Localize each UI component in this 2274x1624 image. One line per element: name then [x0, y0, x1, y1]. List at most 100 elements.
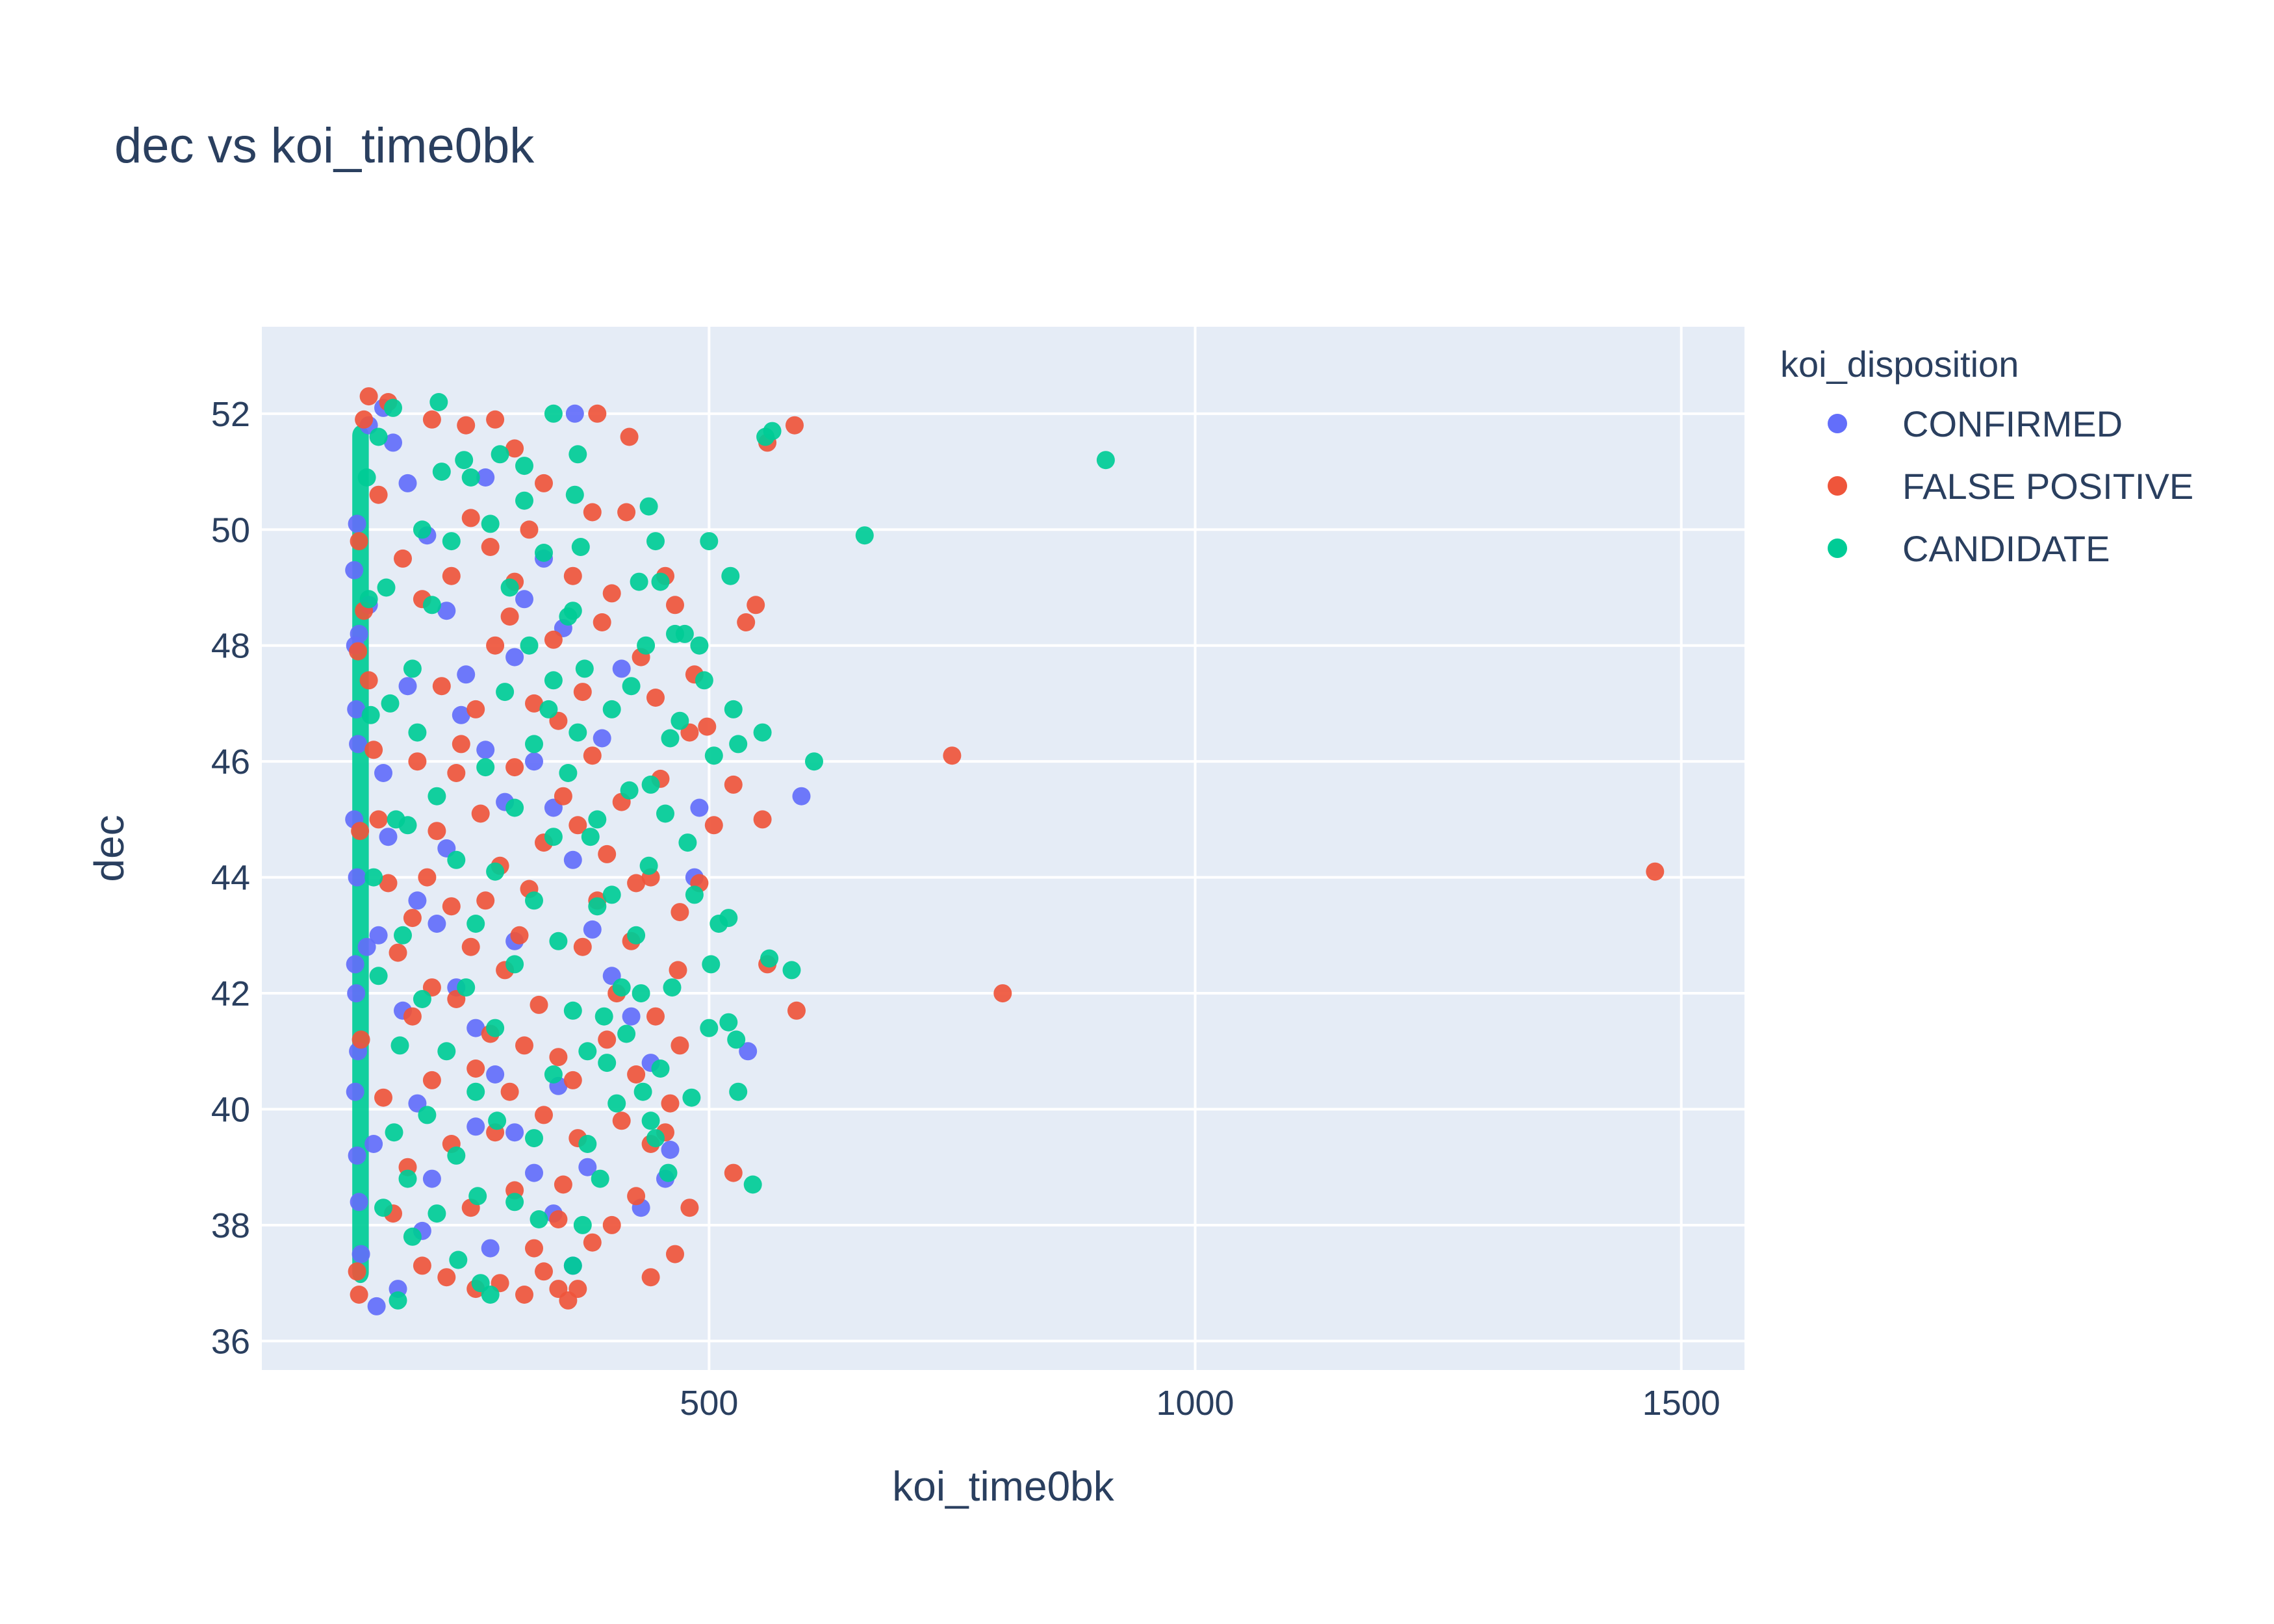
point-candidate	[530, 1210, 548, 1228]
point-confirmed	[505, 648, 524, 666]
point-candidate	[719, 1013, 738, 1032]
point-candidate	[627, 926, 646, 945]
point-candidate	[525, 735, 543, 754]
point-false-positive	[724, 1163, 743, 1182]
point-candidate	[568, 723, 587, 742]
point-confirmed	[357, 937, 376, 956]
y-tick-label: 42	[211, 974, 250, 1013]
point-candidate	[637, 636, 656, 655]
point-false-positive	[787, 1001, 806, 1020]
point-confirmed	[428, 915, 446, 933]
point-confirmed	[466, 1117, 485, 1136]
point-false-positive	[568, 816, 587, 835]
point-candidate	[709, 915, 728, 933]
legend-item-candidate[interactable]: CANDIDATE	[1828, 528, 2110, 569]
point-false-positive	[573, 683, 592, 702]
point-false-positive	[350, 532, 368, 551]
point-candidate	[575, 659, 594, 678]
point-candidate	[646, 532, 665, 551]
point-false-positive	[698, 717, 717, 736]
point-confirmed	[481, 1239, 500, 1258]
point-false-positive	[646, 689, 665, 707]
point-candidate	[413, 520, 431, 539]
point-confirmed	[348, 1146, 366, 1165]
point-confirmed	[408, 891, 427, 910]
point-false-positive	[369, 485, 388, 504]
legend-item-false-positive[interactable]: FALSE POSITIVE	[1828, 466, 2193, 507]
point-false-positive	[1646, 862, 1665, 881]
point-confirmed	[374, 764, 392, 782]
point-false-positive	[554, 787, 572, 806]
point-false-positive	[500, 607, 519, 626]
y-tick-label: 48	[211, 627, 250, 666]
point-candidate	[571, 538, 590, 556]
point-false-positive	[525, 694, 543, 713]
y-axis-ticks: 36 38 40 42 44 46 48 50 52	[211, 395, 250, 1362]
point-candidate	[364, 868, 383, 887]
y-tick-label: 44	[211, 859, 250, 898]
point-confirmed	[505, 1123, 524, 1142]
point-confirmed	[398, 677, 417, 696]
point-false-positive	[403, 909, 422, 928]
point-candidate	[476, 758, 495, 777]
legend: koi_disposition CONFIRMED FALSE POSITIVE…	[1780, 344, 2193, 569]
point-false-positive	[374, 1088, 392, 1107]
legend-label-confirmed: CONFIRMED	[1902, 403, 2123, 444]
point-candidate	[457, 978, 476, 997]
point-false-positive	[351, 822, 370, 841]
point-candidate	[682, 1088, 701, 1107]
point-false-positive	[359, 387, 378, 406]
legend-item-confirmed[interactable]: CONFIRMED	[1828, 403, 2123, 444]
point-false-positive	[617, 503, 636, 522]
point-candidate	[695, 671, 713, 690]
point-candidate	[685, 885, 704, 904]
point-candidate	[743, 1175, 762, 1194]
x-axis-title: koi_time0bk	[892, 1463, 1115, 1510]
x-tick-label: 500	[680, 1384, 738, 1423]
point-false-positive	[747, 596, 765, 615]
point-candidate	[491, 445, 509, 464]
point-false-positive	[476, 891, 495, 910]
point-candidate	[588, 810, 607, 829]
point-confirmed	[792, 787, 811, 806]
point-false-positive	[669, 961, 687, 980]
point-candidate	[403, 659, 422, 678]
point-false-positive	[428, 822, 446, 841]
point-false-positive	[379, 874, 398, 893]
legend-marker-confirmed	[1828, 414, 1847, 433]
point-candidate	[505, 1193, 524, 1212]
point-false-positive	[364, 741, 383, 759]
point-candidate	[428, 787, 446, 806]
point-false-positive	[359, 671, 378, 690]
point-candidate	[488, 1111, 507, 1130]
point-candidate	[690, 636, 709, 655]
point-false-positive	[620, 427, 639, 446]
point-confirmed	[466, 1019, 485, 1037]
point-candidate	[651, 1059, 670, 1078]
point-candidate	[573, 1215, 592, 1234]
point-confirmed	[348, 868, 366, 887]
point-false-positive	[510, 926, 529, 945]
point-candidate	[408, 723, 427, 742]
point-candidate	[385, 1123, 403, 1142]
point-candidate	[455, 451, 474, 470]
point-candidate	[394, 926, 412, 945]
point-candidate	[612, 978, 631, 997]
point-candidate	[449, 1250, 468, 1269]
y-tick-label: 38	[211, 1206, 250, 1245]
point-false-positive	[627, 874, 646, 893]
point-false-positive	[598, 1030, 617, 1049]
point-candidate	[505, 955, 524, 974]
point-candidate	[702, 955, 721, 974]
point-candidate	[578, 1135, 597, 1153]
point-confirmed	[486, 1065, 505, 1084]
point-candidate	[500, 578, 519, 597]
point-confirmed	[565, 404, 584, 423]
point-candidate	[387, 810, 405, 829]
point-candidate	[398, 1169, 417, 1188]
point-candidate	[641, 1111, 660, 1130]
point-confirmed	[661, 1141, 680, 1159]
point-false-positive	[452, 735, 470, 754]
point-candidate	[468, 1187, 487, 1206]
x-tick-label: 1000	[1156, 1384, 1234, 1423]
